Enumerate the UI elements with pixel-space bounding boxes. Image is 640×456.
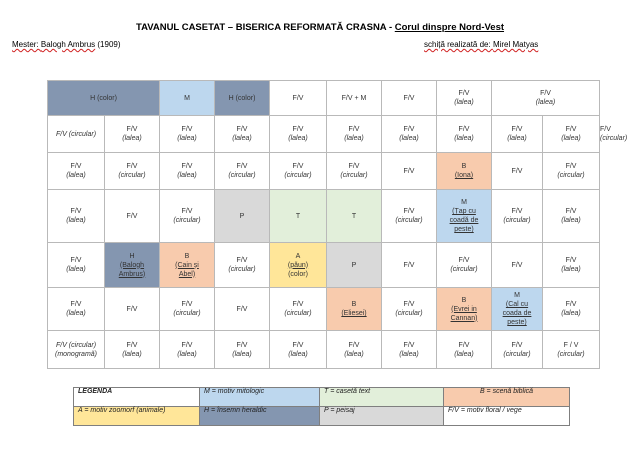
legend-t: T = casetă text [319, 387, 444, 407]
sketch-line: schiță realizată de: Mirel Matyas [424, 40, 538, 49]
cell-fv-circular: F/V (circular) [269, 287, 327, 331]
master-line: Mester: Balogh Ambrus (1909) [12, 40, 121, 49]
cell-fv-lalea: F/V (lalea) [214, 330, 270, 369]
cell-m-cal: M (Cal cu coada de peste) [491, 287, 543, 331]
cell-fv-lalea: F/V (lalea) [104, 115, 160, 153]
legend-p: P = peisaj [319, 406, 444, 426]
cell-fv: F/V [491, 242, 543, 288]
cell-fv-lalea: F/V (lalea) [214, 115, 270, 153]
master-label: Mester: [12, 40, 41, 49]
cell-fv-lalea: F/V (lalea) [47, 242, 105, 288]
title-subtitle: Corul dinspre Nord-Vest [394, 22, 505, 33]
cell-fv: F/V [214, 287, 270, 331]
cell-fv-lalea: F/V (lalea) [326, 115, 382, 153]
cell-fv-circular: F/V (circular) [491, 189, 543, 243]
cell-fv-lalea: F/V (lalea) [326, 330, 382, 369]
cell-fv-circular: F/V (circular) [104, 152, 160, 190]
cell-fv-circular: F/V (circular) [269, 152, 327, 190]
cell-fv: F/V [381, 80, 437, 116]
sketch-author: Mirel Matyas [492, 40, 539, 49]
cell-fv-lalea: F/V (lalea) [159, 152, 215, 190]
cell-fv-lalea: F/V (lalea) [381, 330, 437, 369]
cell-fv-lalea: F/V (lalea) [436, 330, 492, 369]
cell-fv-circular: F/V (circular) [436, 242, 492, 288]
cell-fv-lalea: F/V (lalea) [436, 80, 492, 116]
cell-fv-lalea: F/V (lalea) [436, 115, 492, 153]
cell-fv-lalea: F/V (lalea) [47, 152, 105, 190]
cell-b-iona: B (Iona) [436, 152, 492, 190]
grid-row: F/V (lalea) H (Balogh Ambrus) B (Cain și Abel… [47, 242, 601, 288]
sketch-label: schiță realizată de: [424, 40, 493, 49]
cell-fv-lalea: F/V (lalea) [541, 189, 601, 243]
document-title: TAVANUL CASETAT – BISERICA REFORMATĂ CRA… [0, 22, 640, 33]
cell-p: P [326, 242, 382, 288]
cell-p: P [214, 189, 270, 243]
ceiling-grid: H (color) M H (color) F/V F/V + M F/V F/… [47, 80, 627, 369]
cell-fv-lalea: F/V (lalea) [381, 115, 437, 153]
cell-fv-circular: F / V (circular) [541, 330, 601, 369]
cell-fv-m: F/V + M [326, 80, 382, 116]
cell-fv: F/V [269, 80, 327, 116]
cell-fv-lalea: F/V (lalea) [47, 287, 105, 331]
cell-fv: F/V [491, 152, 543, 190]
cell-fv: F/V [381, 242, 437, 288]
cell-fv-circular: F/V (circular) [381, 287, 437, 331]
cell-fv-lalea: F/V (lalea) [491, 115, 543, 153]
cell-fv: F/V [104, 287, 160, 331]
legend-row: A = motiv zoomorf (animale) H = însemn h… [73, 406, 570, 426]
grid-row: F/V (circular) F/V (lalea) F/V (lalea) F/V… [47, 115, 627, 153]
cell-b-eliesei: B (Eliesei) [326, 287, 382, 331]
cell-fv-lalea: F/V (lalea) [269, 330, 327, 369]
cell-b-evrei: B (Evrei in Cannan) [436, 287, 492, 331]
cell-h-color: H (color) [47, 80, 160, 116]
cell-fv-circular: F/V (circular) [159, 189, 215, 243]
cell-t: T [326, 189, 382, 243]
cell-h-balogh: H (Balogh Ambrus) [104, 242, 160, 288]
cell-fv-circular: F/V (circular) [326, 152, 382, 190]
title-main: TAVANUL CASETAT – BISERICA REFORMATĂ CRA… [135, 22, 395, 33]
grid-row: F/V (lalea) F/V F/V (circular) P T T F/V (c… [47, 189, 601, 243]
cell-fv-lalea: F/V (lalea) [159, 330, 215, 369]
cell-fv-monograma: F/V (circular) (monogramă) [47, 330, 105, 369]
legend-row: LEGENDA M = motiv mitologic T = casetă t… [73, 387, 570, 407]
cell-fv-circular: F/V (circular) [47, 115, 105, 153]
legend-title: LEGENDA [73, 387, 200, 407]
cell-fv-lalea: F/V (lalea) [159, 115, 215, 153]
cell-fv-lalea: F/V (lalea) [490, 80, 601, 116]
legend-a: A = motiv zoomorf (animale) [73, 406, 200, 426]
cell-fv-lalea: F/V (lalea) [269, 115, 327, 153]
cell-h-color: H (color) [214, 80, 270, 116]
legend-m: M = motiv mitologic [199, 387, 320, 407]
cell-fv-lalea: F/V (lalea) [47, 189, 105, 243]
cell-fv-circular: F/V (circular) [491, 330, 543, 369]
grid-row: F/V (circular) (monogramă) F/V (lalea) F/V… [47, 330, 601, 369]
cell-fv: F/V [381, 152, 437, 190]
cell-t: T [269, 189, 327, 243]
master-year: (1909) [95, 40, 121, 49]
cell-fv-lalea: F/V (lalea) [541, 242, 601, 288]
cell-a-paun: A (păun) (color) [269, 242, 327, 288]
cell-fv-circular: F/V (circular) [541, 152, 601, 190]
cell-fv-circular: F/V (circular) [214, 242, 270, 288]
legend-b: B = scenă biblică [443, 387, 570, 407]
master-name: Balogh Ambrus [40, 40, 96, 49]
cell-fv-lalea: F/V (lalea) [541, 115, 601, 153]
cell-b-cain: B (Cain și Abel) [159, 242, 215, 288]
cell-fv-circular: F/V (circular) [159, 287, 215, 331]
cell-m-tap: M (Țap cu coadă de peste) [436, 189, 492, 243]
cell-fv: F/V [104, 189, 160, 243]
legend-table: LEGENDA M = motiv mitologic T = casetă t… [73, 387, 570, 426]
legend-fv: F/V = motiv floral / vege [443, 406, 570, 426]
legend-h: H = însemn heraldic [199, 406, 320, 426]
grid-row: F/V (lalea) F/V F/V (circular) F/V F/V (cir… [47, 287, 601, 331]
grid-row: F/V (lalea) F/V (circular) F/V (lalea) F/V(… [47, 152, 601, 190]
grid-row: H (color) M H (color) F/V F/V + M F/V F/… [47, 80, 601, 116]
cell-m: M [159, 80, 215, 116]
cell-fv-circular: F/V (circular) [381, 189, 437, 243]
cell-fv-lalea: F/V (lalea) [541, 287, 601, 331]
cell-fv-circular: F/V (circular) [214, 152, 270, 190]
cell-fv-lalea: F/V (lalea) [104, 330, 160, 369]
